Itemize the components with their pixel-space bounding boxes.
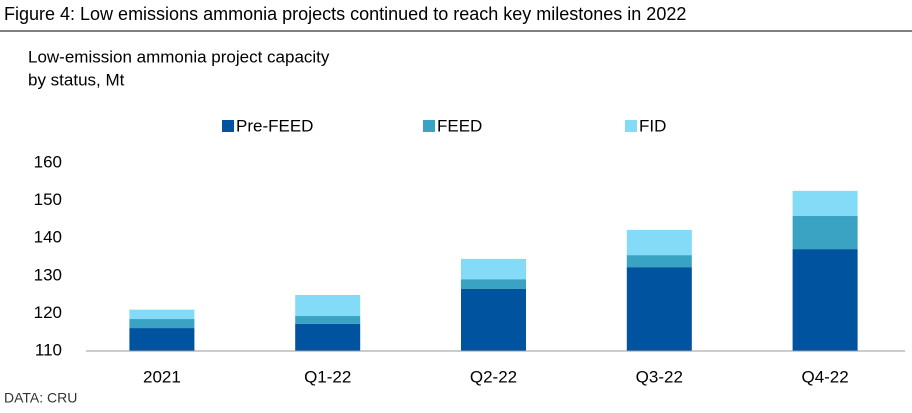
x-tick-label: Q2-22 <box>470 367 517 386</box>
legend-swatch <box>625 120 637 132</box>
chart-subtitle: by status, Mt <box>28 70 125 89</box>
legend-label: Pre-FEED <box>236 116 313 135</box>
bar-segment <box>129 309 195 320</box>
bar-segment <box>461 258 526 280</box>
x-tick-label: Q4-22 <box>801 367 848 386</box>
legend-swatch <box>222 120 234 132</box>
legend-label: FID <box>639 116 666 135</box>
bar-segment <box>792 190 858 217</box>
bar-segment <box>461 288 526 351</box>
bar-segment <box>792 249 858 351</box>
y-tick-label: 140 <box>34 228 62 247</box>
x-tick-label: Q1-22 <box>304 367 351 386</box>
bar-segment <box>129 328 195 351</box>
y-tick-label: 110 <box>35 340 62 359</box>
chart-subtitle: Low-emission ammonia project capacity <box>28 47 330 66</box>
chart-title: Figure 4: Low emissions ammonia projects… <box>4 4 686 24</box>
legend-swatch <box>423 120 435 132</box>
source: DATA: CRU <box>4 390 77 406</box>
bar-segment <box>626 267 692 351</box>
bar-segment <box>295 316 361 324</box>
y-tick-label: 130 <box>34 265 62 284</box>
bar-segment <box>129 319 195 329</box>
bar-segment <box>295 323 361 351</box>
x-tick-label: Q3-22 <box>636 367 683 386</box>
legend-label: FEED <box>437 116 482 135</box>
y-tick-label: 150 <box>34 190 62 209</box>
bar-segment <box>626 229 692 256</box>
bar-segment <box>295 294 361 317</box>
bar-segment <box>461 279 526 289</box>
bar-segment <box>626 255 692 268</box>
y-tick-label: 160 <box>34 152 62 171</box>
x-tick-label: 2021 <box>143 367 181 386</box>
bar-segment <box>792 216 858 250</box>
y-tick-label: 120 <box>34 303 62 322</box>
